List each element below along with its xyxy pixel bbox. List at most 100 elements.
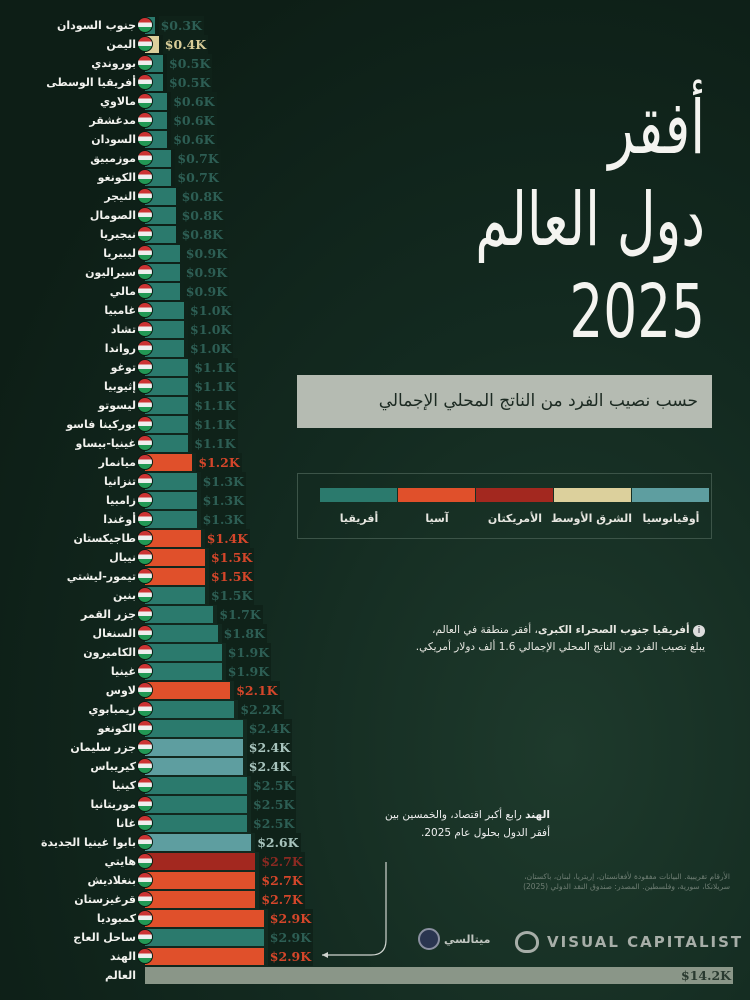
country-label: زامبيا xyxy=(105,493,136,507)
bar-africa xyxy=(145,358,189,376)
country-label: ساحل العاج xyxy=(73,930,136,944)
africa-note: i أفريقيا جنوب الصحراء الكبرى، أفقر منطق… xyxy=(375,622,705,656)
value-label: $1.7K xyxy=(217,604,263,624)
value-label: $1.1K xyxy=(192,414,238,434)
value-label: $0.9K xyxy=(183,243,230,263)
value-label: $1.3K xyxy=(200,490,246,510)
bar-africa xyxy=(145,263,180,281)
india-note-rest: رابع أكبر اقتصاد، والخمسين بين أفقر الدو… xyxy=(384,809,550,839)
bar-africa xyxy=(145,187,176,205)
value-label: $0.9K xyxy=(183,281,230,301)
value-label: $2.9K xyxy=(267,927,314,947)
value-label: $0.8K xyxy=(179,224,225,244)
bar-africa xyxy=(145,795,247,813)
country-label: كينيا xyxy=(112,778,136,792)
title-line: دول العالم xyxy=(475,177,705,263)
value-label: $2.5K xyxy=(251,813,297,833)
flag-icon xyxy=(137,663,153,679)
country-label: إثيوبيا xyxy=(103,379,136,393)
country-label: رواندا xyxy=(104,341,136,355)
flag-icon xyxy=(137,74,153,90)
flag-icon xyxy=(137,815,153,831)
flag-icon xyxy=(137,720,153,736)
bar-africa xyxy=(145,339,184,357)
bar-africa xyxy=(145,301,184,319)
bar-africa xyxy=(145,624,218,642)
value-label: $1.9K xyxy=(225,661,272,681)
country-label: الكونغو xyxy=(97,721,136,735)
value-label: $2.4K xyxy=(246,718,293,738)
country-label: اليمن xyxy=(106,37,136,51)
flag-icon xyxy=(137,587,153,603)
note-rest: ، أفقر منطقة في العالم، xyxy=(432,624,538,636)
flag-icon xyxy=(137,226,153,242)
country-label: بوركينا فاسو xyxy=(66,417,136,431)
bar-africa xyxy=(145,206,176,224)
legend-swatch-oceania xyxy=(632,488,709,502)
value-label: $1.0K xyxy=(188,300,234,320)
flag-icon xyxy=(137,245,153,261)
bar-asia xyxy=(145,890,256,908)
bar-africa xyxy=(145,320,184,338)
country-label: لاوس xyxy=(105,683,136,697)
value-label: $1.9K xyxy=(225,642,272,662)
country-label: السنغال xyxy=(92,626,136,640)
legend-label-africa: أفريقيا xyxy=(339,512,379,525)
source-text: الأرقام تقريبية. البيانات مفقودة لأفغانس… xyxy=(523,872,730,891)
subtitle: حسب نصيب الفرد من الناتج المحلي الإجمالي xyxy=(297,375,712,428)
metalsy-logo: ميتالسي xyxy=(418,928,490,950)
chart-title: أفقر دول العالم 2025 xyxy=(405,82,705,358)
country-label: تنزانيا xyxy=(104,474,136,488)
bar-africa xyxy=(145,472,197,490)
country-label: أوغندا xyxy=(103,512,136,526)
country-label: الصومال xyxy=(89,208,136,222)
flag-icon xyxy=(137,397,153,413)
bar-africa xyxy=(145,415,189,433)
country-label: بنغلاديش xyxy=(87,873,136,887)
value-label: $1.1K xyxy=(192,376,238,396)
country-label: سيراليون xyxy=(85,265,136,279)
legend-swatch-asia xyxy=(398,488,475,502)
bar-africa xyxy=(145,586,205,604)
bar-oceania xyxy=(145,757,243,775)
country-label: الكونغو xyxy=(97,170,136,184)
bar-americas xyxy=(145,852,256,870)
flag-icon xyxy=(137,264,153,280)
bar-asia xyxy=(145,909,264,927)
country-label: غينيا-بيساو xyxy=(75,436,136,450)
country-label: بابوا غينيا الجديدة xyxy=(41,835,136,849)
vc-logo-icon xyxy=(515,931,539,953)
country-label: زيمبابوي xyxy=(88,702,136,716)
flag-icon xyxy=(137,302,153,318)
legend-label-oceania: أوقيانوسيا xyxy=(642,512,700,525)
legend-swatch-africa xyxy=(320,488,397,502)
flag-icon xyxy=(137,796,153,812)
value-label: $0.6K xyxy=(171,91,217,111)
flag-icon xyxy=(137,93,153,109)
country-label: السودان xyxy=(91,132,136,146)
country-label: الكاميرون xyxy=(83,645,136,659)
bar-africa xyxy=(145,776,247,794)
value-label: $0.5K xyxy=(167,72,213,92)
value-label: $2.9K xyxy=(267,946,314,966)
country-label: بنين xyxy=(112,588,136,602)
visual-capitalist-logo: VISUAL CAPITALIST xyxy=(515,930,741,954)
legend: أوقيانوسيا الشرق الأوسط الأمريكتان آسيا أفري… xyxy=(297,473,712,539)
bar-africa xyxy=(145,928,264,946)
country-label: نيبال xyxy=(109,550,136,564)
country-label: ليبيريا xyxy=(103,246,136,260)
value-label: $1.0K xyxy=(188,338,234,358)
value-label: $2.5K xyxy=(251,775,297,795)
flag-icon xyxy=(137,777,153,793)
title-line: أفقر xyxy=(608,85,705,171)
flag-icon xyxy=(137,473,153,489)
country-label: هايتي xyxy=(104,854,136,868)
value-label: $2.6K xyxy=(255,832,301,852)
value-label: $1.3K xyxy=(200,471,246,491)
bar-africa xyxy=(145,814,247,832)
bar-africa xyxy=(145,434,189,452)
value-label: $1.8K xyxy=(221,623,267,643)
value-label: $1.5K xyxy=(209,547,255,567)
bar-asia xyxy=(145,453,193,471)
